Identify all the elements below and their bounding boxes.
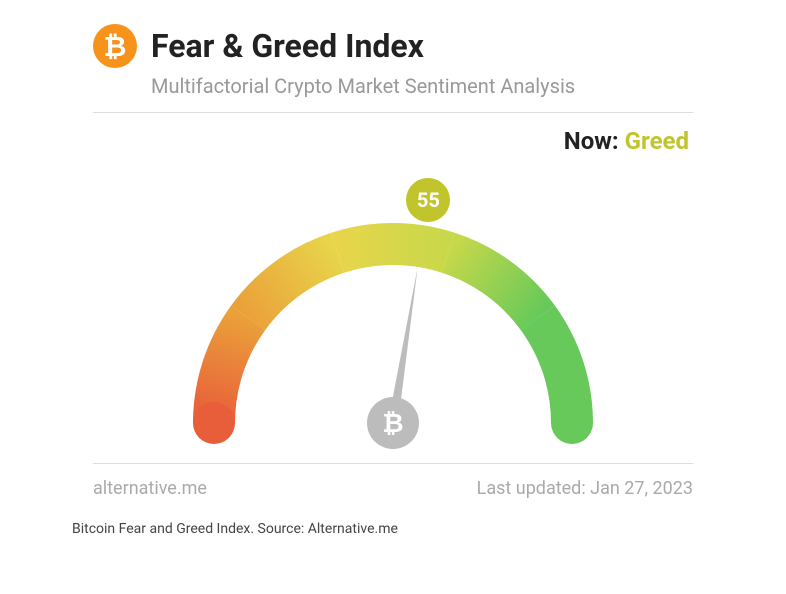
gauge-area: Now: Greed 55 ₿ bbox=[93, 123, 693, 463]
now-label: Now: bbox=[564, 127, 619, 155]
card-footer: alternative.me Last updated: Jan 27, 202… bbox=[93, 463, 693, 513]
divider-top bbox=[93, 112, 693, 113]
card-subtitle: Multifactorial Crypto Market Sentiment A… bbox=[151, 74, 693, 98]
fear-greed-card: ₿ Fear & Greed Index Multifactorial Cryp… bbox=[73, 24, 713, 513]
footer-updated-date: Jan 27, 2023 bbox=[590, 478, 693, 499]
image-caption: Bitcoin Fear and Greed Index. Source: Al… bbox=[72, 521, 786, 537]
footer-updated-prefix: Last updated: bbox=[477, 478, 586, 499]
now-status: Greed bbox=[625, 127, 689, 155]
svg-text:₿: ₿ bbox=[382, 409, 403, 439]
gauge-chart: ₿ bbox=[163, 183, 623, 463]
bitcoin-icon: ₿ bbox=[93, 24, 137, 68]
footer-source: alternative.me bbox=[93, 478, 207, 499]
footer-updated: Last updated: Jan 27, 2023 bbox=[477, 478, 693, 499]
now-status-block: Now: Greed bbox=[564, 127, 689, 155]
card-header: ₿ Fear & Greed Index bbox=[93, 24, 693, 72]
card-title: Fear & Greed Index bbox=[151, 27, 424, 65]
